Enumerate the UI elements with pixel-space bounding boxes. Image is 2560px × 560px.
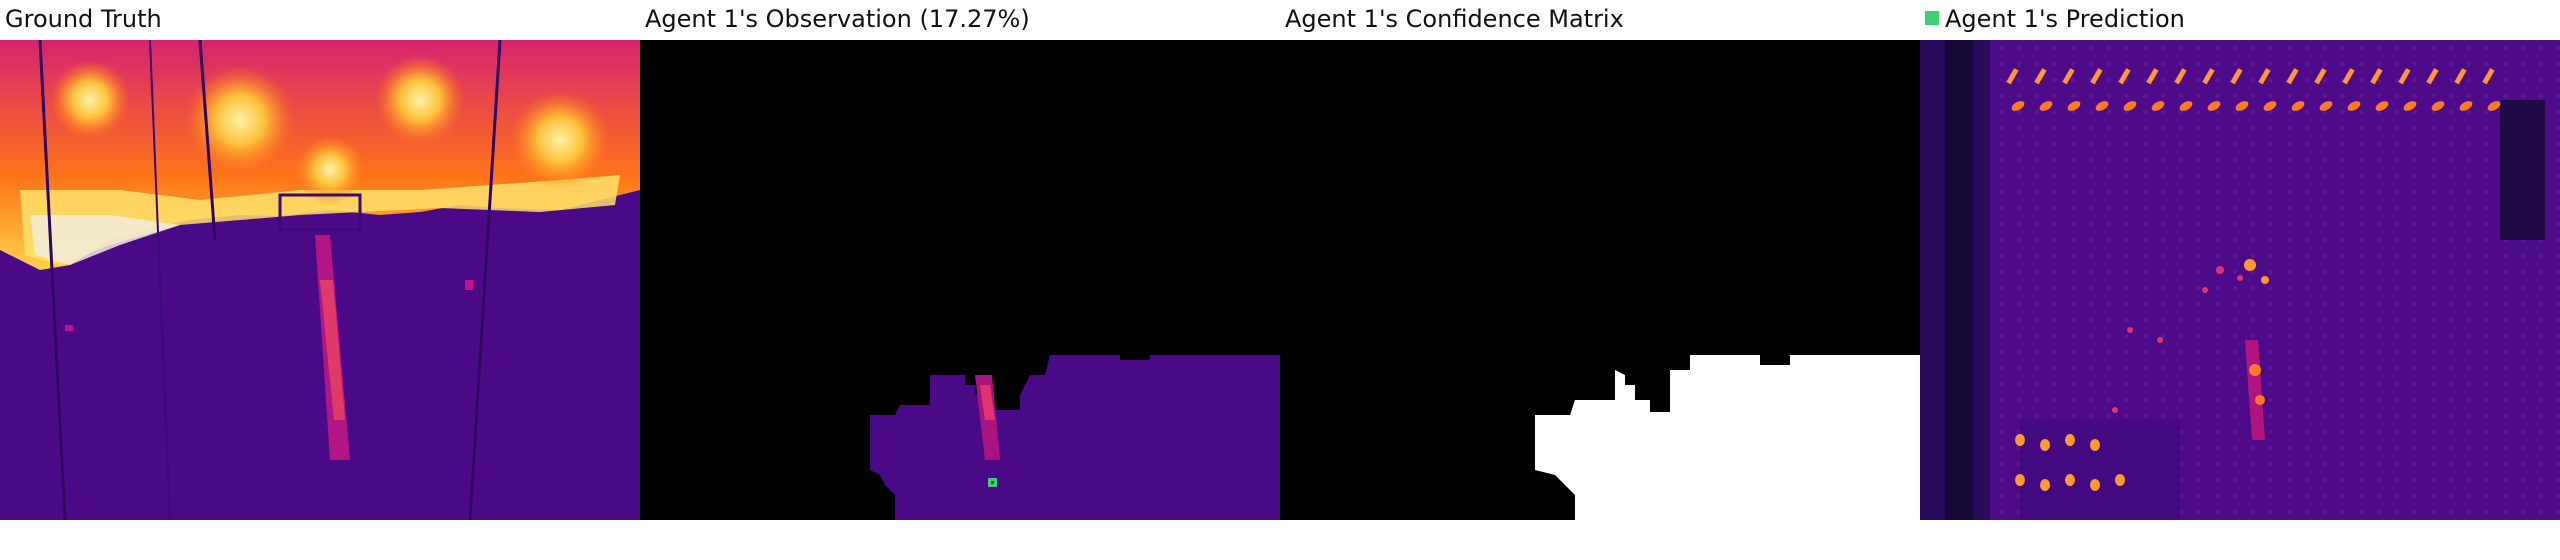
ground-truth-title: Ground Truth	[5, 5, 162, 33]
observation-title: Agent 1's Observation (17.27%)	[645, 5, 1030, 33]
ground-truth-image	[0, 40, 640, 520]
confidence-panel: Agent 1's Confidence Matrix	[1280, 0, 1920, 520]
confidence-image	[1280, 40, 1920, 520]
ground-truth-panel: Ground Truth	[0, 0, 640, 520]
observation-panel: Agent 1's Observation (17.27%)	[640, 0, 1280, 520]
prediction-title: Agent 1's Prediction	[1925, 2, 2185, 36]
prediction-panel: Agent 1's Prediction	[1920, 0, 2560, 520]
prediction-title-text: Agent 1's Prediction	[1945, 5, 2185, 33]
prediction-streaks	[2006, 68, 2501, 111]
prediction-image	[1920, 40, 2560, 520]
green-square-icon	[1925, 11, 1939, 25]
observation-image	[640, 40, 1280, 520]
confidence-title: Agent 1's Confidence Matrix	[1285, 5, 1624, 33]
